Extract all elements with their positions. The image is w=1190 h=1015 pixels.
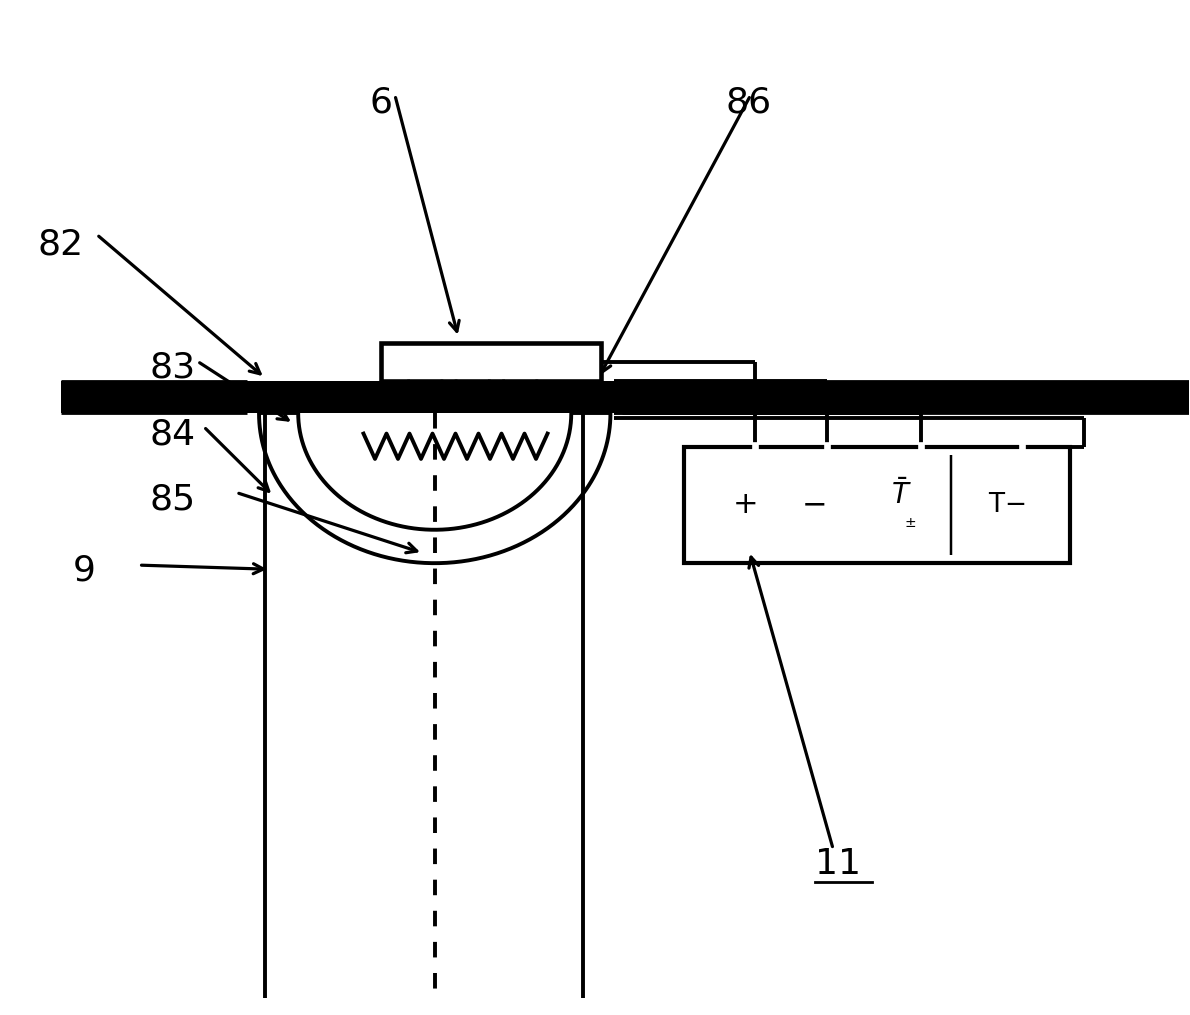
Bar <box>684 447 1070 563</box>
Text: $\pm$: $\pm$ <box>903 517 915 530</box>
Text: −: − <box>802 490 827 520</box>
Text: +: + <box>733 490 758 520</box>
Text: $\bar{T}$: $\bar{T}$ <box>891 479 912 511</box>
Text: 85: 85 <box>150 482 196 517</box>
Text: 9: 9 <box>73 553 95 588</box>
Text: 84: 84 <box>150 417 196 452</box>
Bar <box>61 381 1190 413</box>
Text: 83: 83 <box>150 351 196 385</box>
Text: 11: 11 <box>815 847 860 881</box>
Text: 82: 82 <box>37 227 83 261</box>
Text: 6: 6 <box>369 85 393 120</box>
Text: T$-$: T$-$ <box>988 492 1026 518</box>
Bar <box>381 342 601 381</box>
Text: 86: 86 <box>726 85 772 120</box>
